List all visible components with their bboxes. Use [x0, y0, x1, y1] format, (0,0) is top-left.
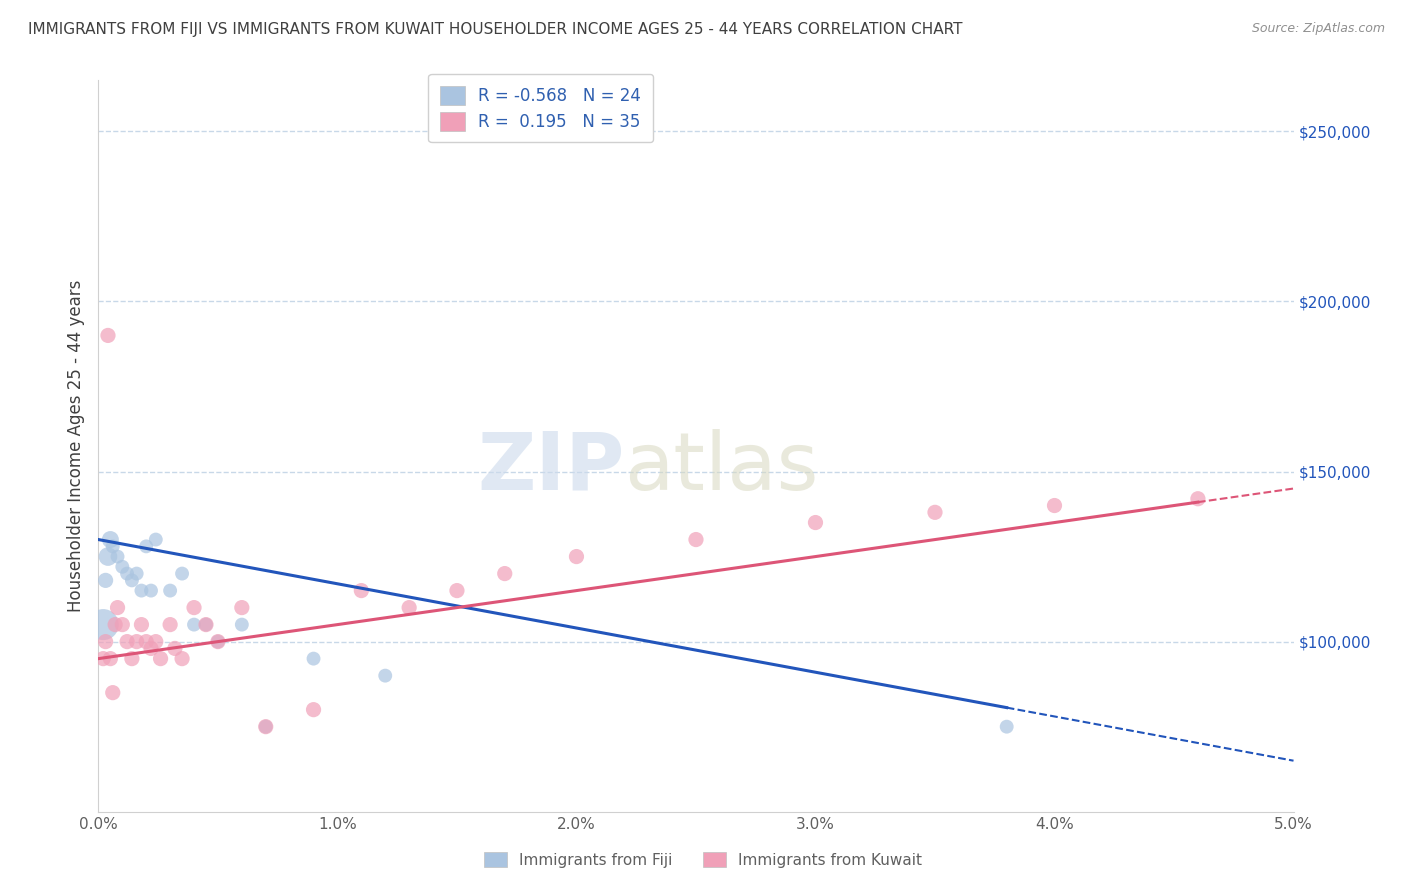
Point — [125, 634, 148, 648]
Point — [231, 600, 253, 615]
Point — [494, 566, 516, 581]
Point — [302, 651, 325, 665]
Text: ZIP: ZIP — [477, 429, 624, 507]
Point — [924, 505, 946, 519]
Legend: R = -0.568   N = 24, R =  0.195   N = 35: R = -0.568 N = 24, R = 0.195 N = 35 — [429, 74, 652, 143]
Point — [172, 566, 194, 581]
Point — [91, 617, 114, 632]
Point — [398, 600, 420, 615]
Point — [446, 583, 468, 598]
Point — [149, 651, 172, 665]
Point — [302, 703, 325, 717]
Point — [94, 634, 117, 648]
Point — [94, 574, 117, 588]
Point — [115, 566, 138, 581]
Point — [101, 686, 124, 700]
Point — [101, 540, 124, 554]
Point — [139, 641, 162, 656]
Point — [183, 600, 205, 615]
Point — [97, 549, 120, 564]
Y-axis label: Householder Income Ages 25 - 44 years: Householder Income Ages 25 - 44 years — [66, 280, 84, 612]
Point — [374, 668, 396, 682]
Point — [111, 617, 134, 632]
Point — [254, 720, 277, 734]
Point — [159, 583, 181, 598]
Point — [98, 651, 122, 665]
Point — [995, 720, 1018, 734]
Point — [565, 549, 588, 564]
Point — [254, 720, 277, 734]
Point — [183, 617, 205, 632]
Point — [97, 328, 120, 343]
Point — [107, 600, 129, 615]
Point — [121, 574, 143, 588]
Point — [172, 651, 194, 665]
Point — [91, 651, 114, 665]
Point — [107, 549, 129, 564]
Point — [1043, 499, 1066, 513]
Point — [1187, 491, 1209, 506]
Text: Source: ZipAtlas.com: Source: ZipAtlas.com — [1251, 22, 1385, 36]
Text: atlas: atlas — [624, 429, 818, 507]
Point — [350, 583, 373, 598]
Point — [195, 617, 218, 632]
Text: IMMIGRANTS FROM FIJI VS IMMIGRANTS FROM KUWAIT HOUSEHOLDER INCOME AGES 25 - 44 Y: IMMIGRANTS FROM FIJI VS IMMIGRANTS FROM … — [28, 22, 963, 37]
Point — [804, 516, 827, 530]
Point — [145, 634, 167, 648]
Point — [163, 641, 186, 656]
Point — [131, 583, 153, 598]
Point — [98, 533, 122, 547]
Point — [111, 559, 134, 574]
Point — [195, 617, 218, 632]
Point — [139, 583, 162, 598]
Point — [104, 617, 127, 632]
Point — [135, 634, 157, 648]
Point — [125, 566, 148, 581]
Point — [145, 533, 167, 547]
Point — [135, 540, 157, 554]
Point — [685, 533, 707, 547]
Point — [207, 634, 229, 648]
Point — [231, 617, 253, 632]
Point — [207, 634, 229, 648]
Point — [159, 617, 181, 632]
Legend: Immigrants from Fiji, Immigrants from Kuwait: Immigrants from Fiji, Immigrants from Ku… — [477, 844, 929, 875]
Point — [131, 617, 153, 632]
Point — [115, 634, 138, 648]
Point — [121, 651, 143, 665]
